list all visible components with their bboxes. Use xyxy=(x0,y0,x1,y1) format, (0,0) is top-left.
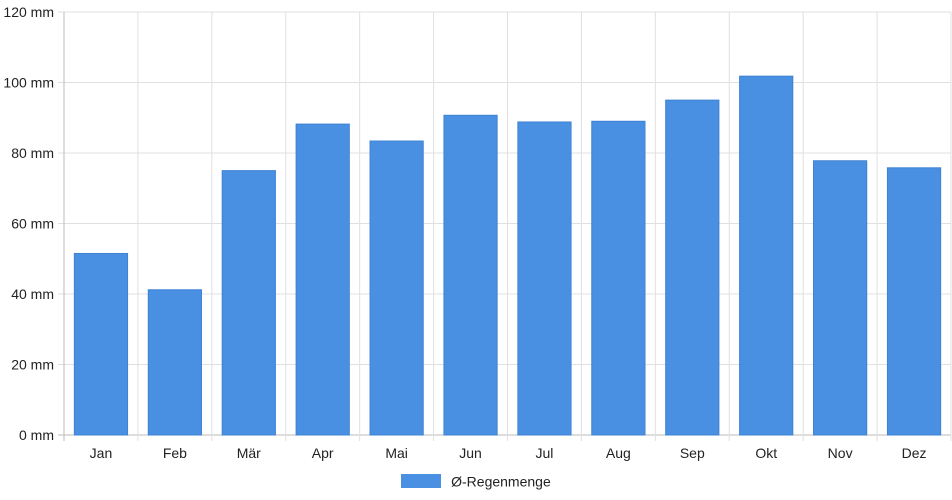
y-tick-label: 40 mm xyxy=(11,286,54,302)
bar xyxy=(886,167,942,436)
bar xyxy=(813,160,868,436)
x-tick-label: Jan xyxy=(90,445,113,461)
y-tick-label: 0 mm xyxy=(19,427,54,443)
bar-layer xyxy=(73,75,942,436)
x-tick-label: Mai xyxy=(385,445,408,461)
bar xyxy=(739,75,794,436)
x-tick-label: Mär xyxy=(237,445,261,461)
x-tick-label: Jun xyxy=(459,445,482,461)
bar xyxy=(369,140,424,436)
x-tick-label: Feb xyxy=(163,445,187,461)
x-tick-label: Jul xyxy=(536,445,554,461)
x-tick-label: Nov xyxy=(828,445,853,461)
legend[interactable]: Ø-Regenmenge xyxy=(0,472,952,489)
x-tick-label: Dez xyxy=(902,445,927,461)
bar-chart: 0 mm 20 mm 40 mm 60 mm 80 mm 100 mm 120 mm Jan F… xyxy=(3,4,952,461)
legend-label: Ø-Regenmenge xyxy=(451,473,551,490)
bar xyxy=(147,289,202,436)
bar xyxy=(221,170,276,436)
grid-layer xyxy=(58,11,952,441)
y-tick-label: 120 mm xyxy=(3,4,54,20)
bar xyxy=(295,123,350,436)
bar xyxy=(443,114,498,436)
x-tick-label: Aug xyxy=(606,445,631,461)
bar xyxy=(517,121,572,436)
y-tick-label: 60 mm xyxy=(11,216,54,232)
y-tick-label: 100 mm xyxy=(3,75,54,91)
y-tick-label: 20 mm xyxy=(11,357,54,373)
x-tick-label: Sep xyxy=(680,445,705,461)
x-tick-label: Okt xyxy=(755,445,777,461)
x-tick-label: Apr xyxy=(312,445,334,461)
y-tick-label: 80 mm xyxy=(11,145,54,161)
legend-swatch xyxy=(401,474,442,489)
bar xyxy=(73,252,129,436)
axis-layer: 0 mm 20 mm 40 mm 60 mm 80 mm 100 mm 120 mm Jan F… xyxy=(3,4,926,461)
bar xyxy=(591,120,646,436)
bar xyxy=(665,99,720,436)
